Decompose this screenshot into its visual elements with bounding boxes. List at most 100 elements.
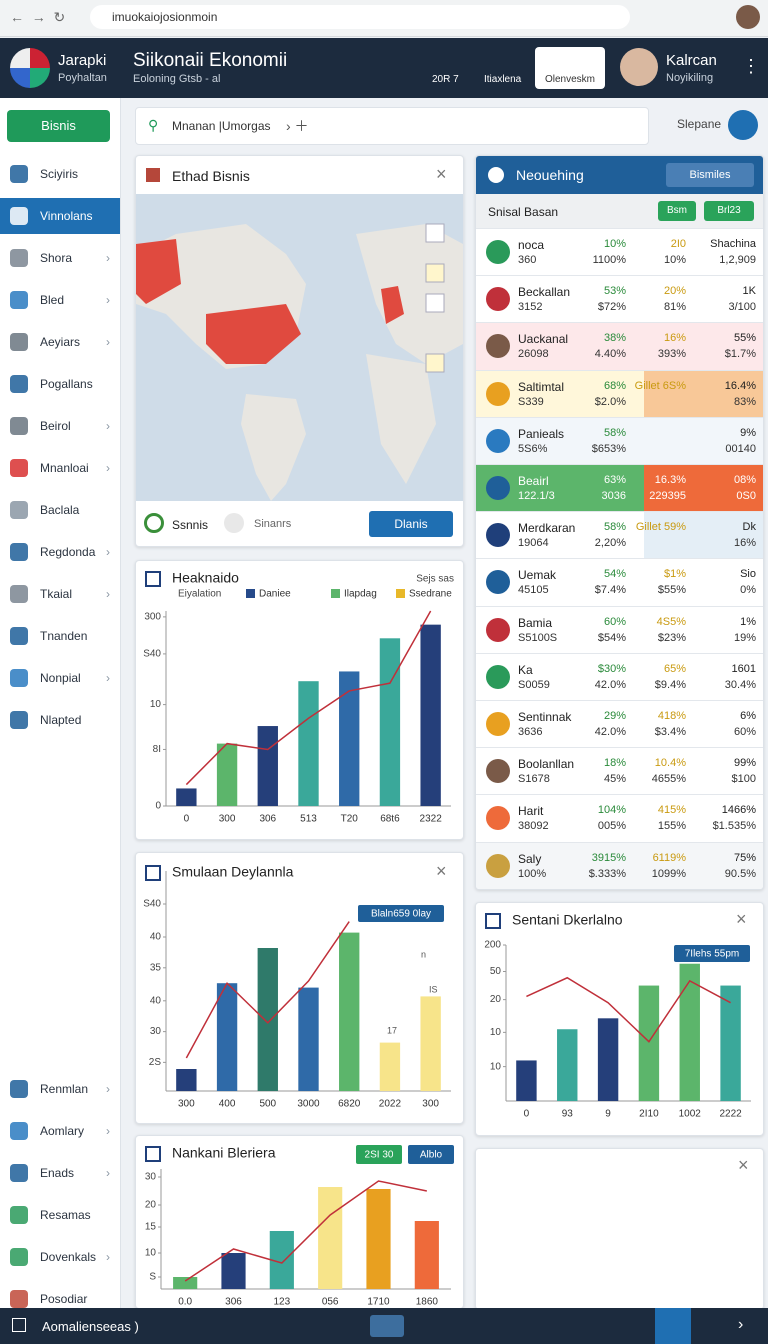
taskbar-icon[interactable] (12, 1318, 26, 1332)
cell-text: $653% (591, 442, 626, 455)
nav-button[interactable]: 20R 7 (432, 74, 459, 85)
table-row[interactable]: Sentinnak 3636 29% 42.0% 418% $3.4% 6% 60% (476, 700, 763, 748)
table-row[interactable]: Beckallan 3152 53% $72% 20% 81% 1K 3/100 (476, 275, 763, 324)
row-sub: S5100S (518, 631, 558, 644)
close-button[interactable]: × (736, 909, 747, 929)
close-button[interactable]: × (436, 164, 447, 184)
sidebar-item[interactable]: Enads › (0, 1155, 120, 1191)
close-button[interactable]: × (436, 861, 447, 881)
sidebar-item[interactable]: Shora › (0, 240, 120, 276)
sidebar-icon (10, 669, 28, 687)
table-row[interactable]: Merdkaran 19064 58% 2,20% Gillet 59% Dk 16% (476, 511, 763, 560)
row-icon (486, 759, 510, 784)
bar (173, 1277, 198, 1289)
table-row[interactable]: Boolanllan S1678 18% 45% 10.4% 4655% 99% $100 (476, 747, 763, 796)
map-marker[interactable] (425, 223, 445, 243)
cell-text: $1% (663, 568, 686, 581)
row-name: Sentinnak (518, 710, 572, 724)
sidebar-item[interactable]: Vinnolans (0, 198, 120, 234)
table-row[interactable]: Panieals 5S6% 58% $653% 9% 00140 (476, 416, 763, 465)
x-tick-label: 123 (273, 1297, 290, 1308)
table-button[interactable]: Bismiles (666, 163, 754, 187)
map-marker[interactable] (425, 293, 445, 313)
table-row[interactable]: Uemak 45105 54% $7.4% $1% $55% Sio 0% (476, 558, 763, 607)
user-name: Kalrcan (666, 52, 717, 69)
sidebar-item[interactable]: Tnanden (0, 618, 120, 654)
legend-label: Daniee (259, 589, 291, 600)
land (366, 354, 436, 484)
sidebar-label: Mnanloai (40, 461, 89, 475)
sidebar-item[interactable]: Dovenkals › (0, 1239, 120, 1275)
row-name: Uackanal (518, 332, 569, 347)
sidebar-item[interactable]: Regdonda › (0, 534, 120, 570)
cell-text: $55% (657, 584, 686, 597)
cell-text: 10.4% (654, 757, 686, 770)
bar (516, 1060, 537, 1101)
map-marker[interactable] (425, 263, 445, 283)
sidebar-item[interactable]: Nlapted (0, 702, 120, 738)
search-bar[interactable]: ⚲ Mnanan |Umorgas › ＋ (135, 107, 649, 145)
taskbar-next[interactable]: › (738, 1316, 744, 1333)
table-row[interactable]: Ka S0059 $30% 42.0% 65% $9.4% 1601 30.4% (476, 652, 763, 701)
user-avatar[interactable] (620, 48, 658, 86)
y-tick-label: 50 (490, 966, 502, 977)
url-bar[interactable]: imuokaiojosionmoin (90, 5, 630, 29)
map-marker[interactable] (425, 353, 445, 373)
sidebar-button[interactable]: Bisnis (7, 110, 110, 142)
sidebar-item[interactable]: Aeyiars › (0, 324, 120, 360)
chart-card: Sentani Dkerlalno 10 10 20 50 200 0 93 9 2I10 1002… (475, 902, 764, 1136)
close-button[interactable]: × (738, 1155, 749, 1175)
cell-text: 99% (733, 757, 756, 770)
sidebar-item[interactable]: Baclala (0, 492, 120, 528)
active-button-label: Olenveskm (544, 74, 595, 85)
cell-text: 45% (603, 773, 626, 786)
table-row[interactable]: Uackanal 26098 38% 4.40% 16% 393% 55% $1.7% (476, 322, 763, 371)
taskbar-app[interactable] (370, 1315, 404, 1337)
table-row[interactable]: Beairl 122.1/3 63% 3036 16.3% 229395 08% 0S0 (476, 464, 763, 512)
active-button[interactable]: Olenveskm (535, 47, 605, 89)
cell-text: 16% (733, 537, 756, 550)
logo-title: Jarapki (58, 52, 107, 69)
sidebar-item[interactable]: Posodiar (0, 1281, 120, 1317)
chart-card: Nankani Bleriera S 10 15 20 30 0.0 306 123 056 171… (135, 1135, 464, 1309)
cell-text: 155% (657, 820, 686, 833)
sidebar-item[interactable]: Aomlary › (0, 1113, 120, 1149)
taskbar-app[interactable] (655, 1308, 691, 1344)
row-sub: 360 (518, 254, 537, 266)
sidebar-item[interactable]: Sciyiris (0, 156, 120, 192)
cell-text: 3036 (601, 490, 626, 502)
row-name: Beairl (518, 474, 549, 488)
sidebar-item[interactable]: Resamas (0, 1197, 120, 1233)
cell-text: 10% (603, 238, 626, 250)
table-row[interactable]: Bamia S5100S 60% $54% 4S5% $23% 1% 19% (476, 605, 763, 654)
table-row[interactable]: Saltimtal S339 68% $2.0% Gillet 6S% 16.4% 83% (476, 369, 763, 418)
search-button[interactable] (728, 110, 758, 140)
nav-button[interactable]: Itiaxlena (484, 74, 522, 85)
sidebar-item[interactable]: Mnanloai › (0, 450, 120, 486)
sidebar-item[interactable]: Beirol › (0, 408, 120, 444)
cell-text: 83% (733, 395, 756, 408)
x-tick-label: 3000 (297, 1099, 320, 1110)
table-row[interactable]: Saly 100% 3915% $.333% 6119% 1099% 75% 90.5% (476, 841, 763, 889)
sidebar-item[interactable]: Pogallans (0, 366, 120, 402)
sidebar-icon (10, 501, 28, 519)
profile-avatar[interactable] (736, 5, 760, 29)
cell-highlight (644, 370, 704, 418)
badge: Bsm (658, 201, 696, 221)
sidebar-item[interactable]: Bled › (0, 282, 120, 318)
table-row[interactable]: noca 360 10% 1100% 2I0 10% Shachina 1,2,909 (476, 228, 763, 276)
nav-icons[interactable]: ← → ↻ (10, 9, 66, 25)
menu-dots[interactable]: ⋮ (742, 56, 760, 76)
bar (298, 681, 319, 806)
sidebar-label: Regdonda (40, 545, 96, 559)
cell-text: Gillet 59% (635, 521, 686, 534)
sidebar-label: Tkaial (40, 587, 73, 601)
sidebar-item[interactable]: Nonpial › (0, 660, 120, 696)
map-title: Ethad Bisnis (172, 168, 250, 184)
table-row[interactable]: Harit 38092 104% 005% 415% 155% 1466% $1.535% (476, 794, 763, 843)
sidebar-item[interactable]: Tkaial › (0, 576, 120, 612)
map-button[interactable]: Dlanis (369, 511, 453, 537)
cell-text: 16.4% (724, 379, 756, 392)
cell-text: $3.4% (654, 726, 686, 738)
sidebar-item[interactable]: Renmlan › (0, 1071, 120, 1107)
